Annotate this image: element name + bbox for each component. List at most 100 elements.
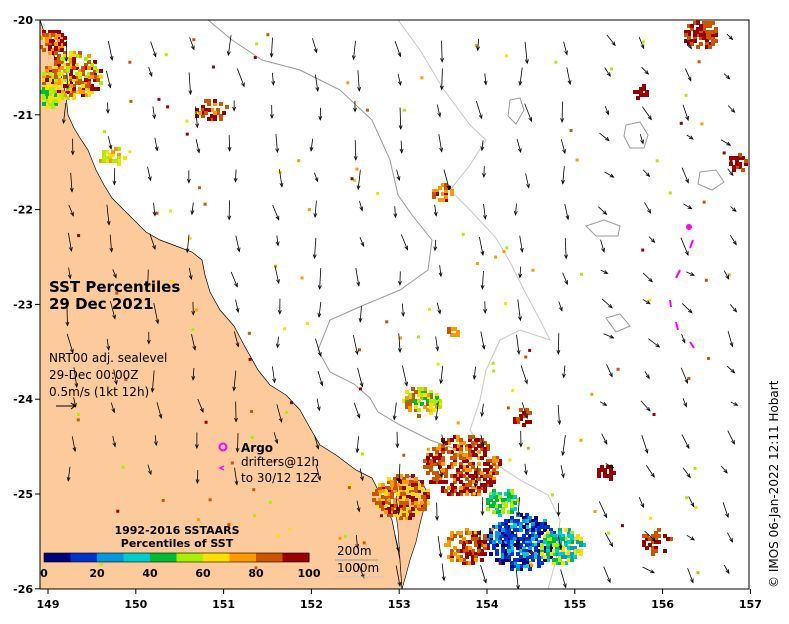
current-vector-head xyxy=(190,45,195,51)
sst-cell xyxy=(651,540,655,544)
sst-cell xyxy=(492,471,496,475)
current-vector-head xyxy=(611,41,616,47)
sst-cell xyxy=(597,471,601,475)
current-vector-head xyxy=(233,177,238,183)
sst-cell xyxy=(426,402,430,406)
sst-cell xyxy=(48,84,52,88)
sst-cell xyxy=(77,234,81,238)
current-vector xyxy=(515,569,519,589)
sst-cell xyxy=(519,414,523,418)
sst-cell xyxy=(441,183,445,187)
sst-cell xyxy=(75,90,79,94)
colorbar-frame xyxy=(43,552,310,563)
sst-cell xyxy=(507,546,511,550)
sst-cell xyxy=(708,36,712,40)
sst-cell xyxy=(525,543,529,547)
sst-cell xyxy=(555,543,559,547)
sst-cell xyxy=(705,39,709,43)
sst-cell xyxy=(507,510,511,514)
sst-cell xyxy=(441,456,445,460)
current-vector-head xyxy=(359,382,364,388)
sst-cell xyxy=(444,447,448,451)
sst-cell xyxy=(522,564,526,568)
current-vector-head xyxy=(483,578,487,584)
current-vector-head xyxy=(404,245,408,251)
sst-cell xyxy=(505,54,509,58)
sst-cell xyxy=(423,495,427,499)
sst-cell xyxy=(714,33,718,37)
sst-cell xyxy=(42,87,46,91)
sst-cell xyxy=(528,528,532,532)
current-vector xyxy=(154,435,157,446)
sst-cell xyxy=(266,33,270,37)
sst-cell xyxy=(522,537,526,541)
sst-cell xyxy=(57,42,61,46)
sst-cell xyxy=(432,189,436,193)
sst-cell xyxy=(385,320,389,324)
sst-cell xyxy=(468,531,472,535)
sst-cell xyxy=(529,550,533,554)
sst-cell xyxy=(54,42,58,46)
current-vector xyxy=(558,301,563,311)
sst-cell xyxy=(486,546,490,550)
sst-cell xyxy=(546,555,550,559)
sst-cell xyxy=(540,531,544,535)
sst-cell xyxy=(399,483,403,487)
sst-cell xyxy=(507,549,511,553)
sst-cell xyxy=(72,75,76,79)
current-vector xyxy=(147,166,151,181)
sst-cell xyxy=(405,390,409,394)
sst-cell xyxy=(498,462,502,466)
sst-cell xyxy=(417,483,421,487)
sst-cell xyxy=(45,99,49,103)
sst-cell xyxy=(504,492,508,496)
current-vector-head xyxy=(70,348,74,354)
sst-cell xyxy=(456,435,460,439)
sst-cell xyxy=(462,468,466,472)
sst-cell xyxy=(414,480,418,484)
sst-cell xyxy=(468,447,472,451)
sst-cell xyxy=(510,504,514,508)
sst-cell xyxy=(69,75,73,79)
sst-cell xyxy=(696,33,700,37)
sst-cell xyxy=(453,462,457,466)
sst-cell xyxy=(420,396,424,400)
colorbar-swatch xyxy=(203,553,230,562)
sst-cell xyxy=(492,495,496,499)
sst-cell xyxy=(81,93,85,97)
sst-cell xyxy=(63,57,67,61)
sst-cell xyxy=(414,390,418,394)
sst-cell xyxy=(456,468,460,472)
current-vector xyxy=(605,463,614,468)
sst-cell xyxy=(708,21,712,25)
current-vector xyxy=(564,238,567,259)
colorbar-tick-label: 40 xyxy=(142,567,158,580)
sst-cell xyxy=(477,531,481,535)
sst-cell xyxy=(90,75,94,79)
sst-cell xyxy=(642,540,646,544)
current-vector xyxy=(606,364,613,377)
sst-cell xyxy=(51,87,55,91)
current-vector xyxy=(520,365,528,384)
sst-cell xyxy=(540,561,544,565)
y-tick-label: -24 xyxy=(13,393,33,406)
current-vector-head xyxy=(317,313,322,319)
sst-cell xyxy=(534,543,538,547)
sst-cell xyxy=(513,417,517,421)
sst-cell xyxy=(486,543,490,547)
sst-cell xyxy=(456,477,460,481)
sst-cell xyxy=(435,471,439,475)
sst-cell xyxy=(465,483,469,487)
current-vector-head xyxy=(195,123,200,129)
sst-cell xyxy=(603,474,607,478)
sst-cell xyxy=(60,60,64,64)
sst-cell xyxy=(381,507,385,511)
x-tick-label: 151 xyxy=(212,598,235,611)
sst-cell xyxy=(108,156,112,160)
current-vector-head xyxy=(726,141,732,146)
current-vector xyxy=(279,169,283,187)
sst-cell xyxy=(381,483,385,487)
sst-cell xyxy=(453,546,457,550)
current-vector xyxy=(723,564,730,574)
sst-cell xyxy=(438,453,442,457)
